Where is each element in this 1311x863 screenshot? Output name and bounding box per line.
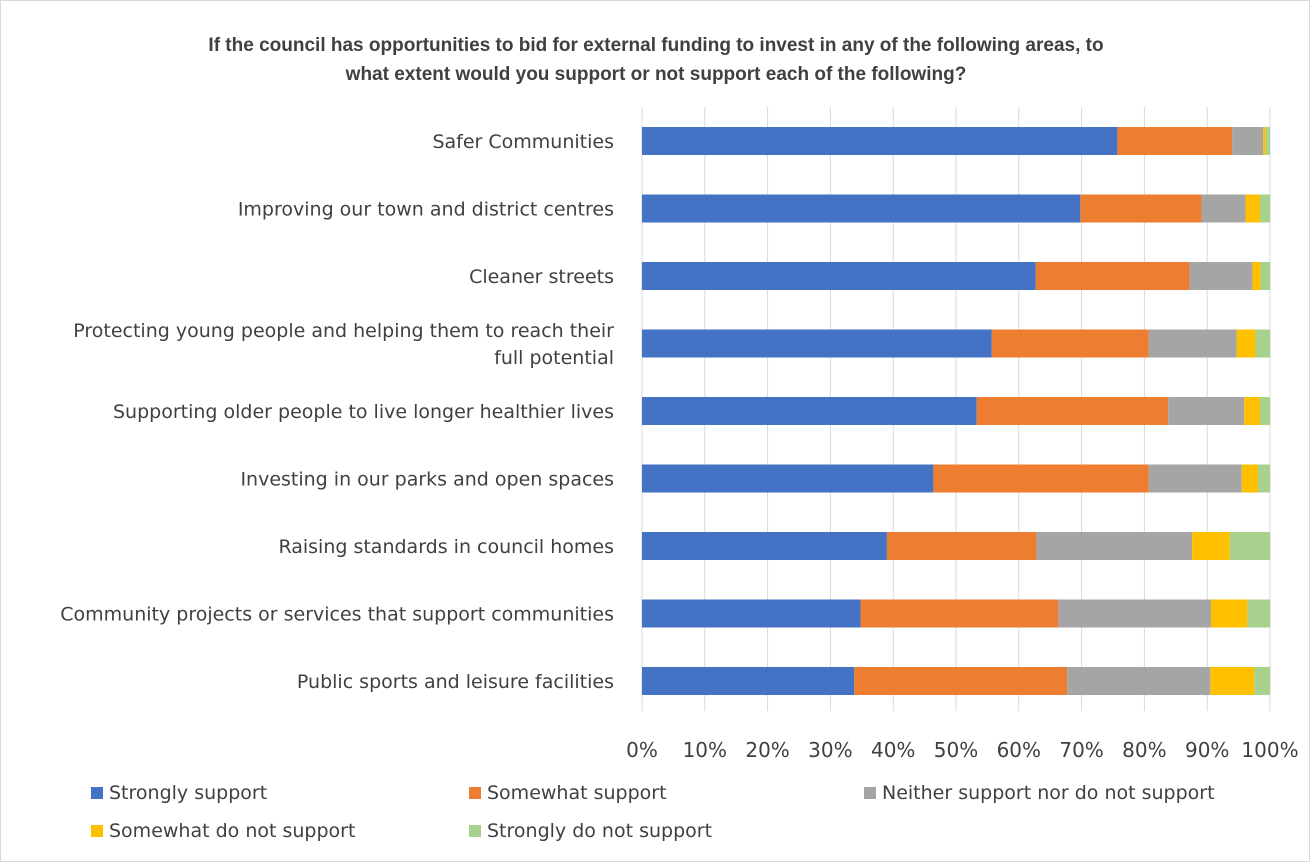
category-axis: Safer Communities Improving our town and … bbox=[60, 131, 614, 693]
chart-title-line-2: what extent would you support or not sup… bbox=[345, 64, 967, 85]
x-tick-label: 90% bbox=[1185, 738, 1229, 762]
category-label: Raising standards in council homes bbox=[278, 536, 614, 558]
legend-item: Somewhat do not support bbox=[91, 820, 355, 842]
bar-segment bbox=[1067, 667, 1211, 695]
bar-segment bbox=[1259, 397, 1270, 425]
bar-segment bbox=[642, 667, 855, 695]
bar-segment bbox=[1260, 262, 1270, 290]
x-tick-label: 50% bbox=[934, 738, 978, 762]
bar-segment bbox=[1036, 532, 1193, 560]
bar-segment bbox=[642, 397, 977, 425]
bar-segment bbox=[1263, 127, 1266, 155]
bar-segment bbox=[991, 329, 1149, 358]
legend-label: Somewhat support bbox=[487, 782, 667, 804]
bar-segment bbox=[642, 532, 887, 560]
x-tick-label: 100% bbox=[1241, 738, 1298, 762]
category-label: Protecting young people and helping them… bbox=[73, 320, 614, 342]
bar-segment bbox=[860, 599, 1059, 628]
bar-segment bbox=[1247, 599, 1270, 628]
x-tick-label: 40% bbox=[871, 738, 915, 762]
legend-swatch bbox=[91, 825, 103, 837]
category-label: Safer Communities bbox=[432, 131, 614, 153]
bar-segment bbox=[1265, 127, 1270, 155]
category-label: Investing in our parks and open spaces bbox=[240, 469, 614, 491]
bar-segment bbox=[1229, 532, 1270, 560]
bar-segment bbox=[886, 532, 1037, 560]
bar-segment bbox=[642, 194, 1081, 223]
category-label: Public sports and leisure facilities bbox=[297, 671, 614, 693]
bar-segment bbox=[1258, 464, 1270, 493]
x-tick-label: 20% bbox=[745, 738, 789, 762]
x-tick-label: 70% bbox=[1059, 738, 1103, 762]
bar-segment bbox=[1201, 194, 1246, 223]
bar-segment bbox=[1035, 262, 1190, 290]
bar-segment bbox=[976, 397, 1169, 425]
legend-item: Somewhat support bbox=[469, 782, 667, 804]
bar-segment bbox=[1168, 397, 1245, 425]
bar-segment bbox=[1252, 262, 1261, 290]
bar-segment bbox=[642, 127, 1118, 155]
legend-swatch bbox=[469, 787, 481, 799]
bar-segment bbox=[642, 329, 992, 358]
legend-swatch bbox=[469, 825, 481, 837]
legend: Strongly support Somewhat support Neither … bbox=[91, 782, 1215, 842]
legend-label: Neither support nor do not support bbox=[882, 782, 1215, 804]
bar-segment bbox=[1080, 194, 1202, 223]
bar-segment bbox=[1255, 329, 1270, 358]
category-label: full potential bbox=[494, 347, 614, 369]
chart-title-line-1: If the council has opportunities to bid … bbox=[208, 35, 1103, 56]
legend-swatch bbox=[864, 787, 876, 799]
bar-segment bbox=[1232, 127, 1264, 155]
legend-item: Strongly support bbox=[91, 782, 267, 804]
bar-segment bbox=[642, 599, 861, 628]
plot-area-bars bbox=[642, 127, 1270, 695]
value-axis: 0% 10% 20% 30% 40% 50% 60% 70% 80% 90% 100% bbox=[626, 738, 1298, 762]
bar-segment bbox=[1245, 194, 1260, 223]
bar-segment bbox=[1244, 397, 1260, 425]
bar-segment bbox=[1259, 194, 1270, 223]
x-tick-label: 60% bbox=[997, 738, 1041, 762]
bar-segment bbox=[1189, 262, 1253, 290]
legend-label: Strongly support bbox=[109, 782, 267, 804]
x-tick-label: 80% bbox=[1122, 738, 1166, 762]
legend-label: Somewhat do not support bbox=[109, 820, 355, 842]
bar-segment bbox=[1148, 329, 1237, 358]
chart-title: If the council has opportunities to bid … bbox=[208, 35, 1103, 85]
bar-segment bbox=[933, 464, 1149, 493]
bar-segment bbox=[1241, 464, 1259, 493]
category-label: Cleaner streets bbox=[469, 266, 614, 288]
legend-item: Strongly do not support bbox=[469, 820, 712, 842]
bar-segment bbox=[1148, 464, 1242, 493]
category-label: Improving our town and district centres bbox=[238, 199, 614, 221]
bar-segment bbox=[1210, 599, 1248, 628]
bar-segment bbox=[1192, 532, 1230, 560]
bar-segment bbox=[1058, 599, 1211, 628]
bar-segment bbox=[1236, 329, 1256, 358]
category-label: Supporting older people to live longer h… bbox=[113, 401, 614, 423]
x-tick-label: 0% bbox=[626, 738, 658, 762]
x-tick-label: 10% bbox=[683, 738, 727, 762]
bar-segment bbox=[1254, 667, 1270, 695]
bar-segment bbox=[1210, 667, 1255, 695]
legend-swatch bbox=[91, 787, 103, 799]
legend-item: Neither support nor do not support bbox=[864, 782, 1215, 804]
bar-segment bbox=[854, 667, 1068, 695]
legend-label: Strongly do not support bbox=[487, 820, 712, 842]
x-tick-label: 30% bbox=[808, 738, 852, 762]
bar-segment bbox=[642, 464, 934, 493]
bar-segment bbox=[1117, 127, 1233, 155]
bar-segment bbox=[642, 262, 1036, 290]
category-label: Community projects or services that supp… bbox=[60, 604, 614, 626]
